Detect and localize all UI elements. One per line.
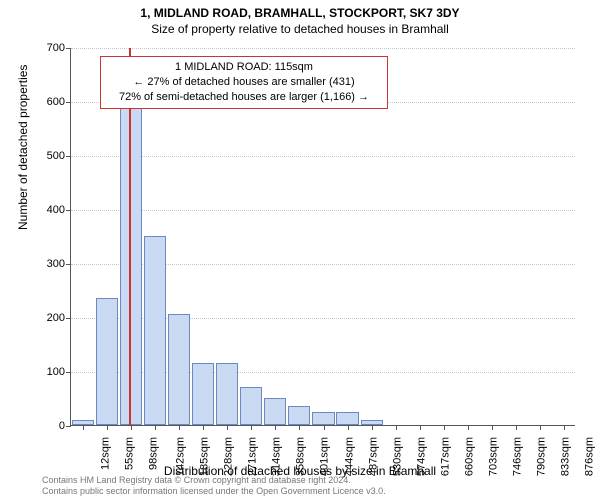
footer-line-2: Contains public sector information licen…	[42, 486, 386, 497]
x-tick	[131, 425, 132, 430]
y-tick-label: 700	[47, 42, 65, 54]
x-tick	[83, 425, 84, 430]
grid-line	[71, 48, 575, 49]
annotation-box: 1 MIDLAND ROAD: 115sqm← 27% of detached …	[100, 56, 388, 109]
annotation-line: 72% of semi-detached houses are larger (…	[107, 90, 381, 105]
bar	[336, 412, 358, 426]
y-tick	[66, 102, 71, 103]
bar	[288, 406, 310, 425]
x-tick	[516, 425, 517, 430]
x-tick	[107, 425, 108, 430]
y-tick	[66, 264, 71, 265]
bar	[168, 314, 190, 425]
y-tick	[66, 48, 71, 49]
footer-attribution: Contains HM Land Registry data © Crown c…	[42, 475, 386, 497]
page-subtitle: Size of property relative to detached ho…	[0, 22, 600, 36]
y-tick	[66, 156, 71, 157]
y-tick-label: 200	[47, 312, 65, 324]
x-tick	[203, 425, 204, 430]
x-tick	[564, 425, 565, 430]
x-tick	[540, 425, 541, 430]
grid-line	[71, 156, 575, 157]
x-tick	[155, 425, 156, 430]
x-tick	[324, 425, 325, 430]
y-tick-label: 300	[47, 258, 65, 270]
x-tick	[396, 425, 397, 430]
x-tick	[468, 425, 469, 430]
x-tick	[179, 425, 180, 430]
bar	[144, 236, 166, 425]
bar	[192, 363, 214, 425]
x-tick	[348, 425, 349, 430]
x-tick	[251, 425, 252, 430]
y-tick-label: 100	[47, 366, 65, 378]
bar	[96, 298, 118, 425]
y-tick-label: 0	[59, 420, 65, 432]
annotation-line: ← 27% of detached houses are smaller (43…	[107, 75, 381, 90]
grid-line	[71, 210, 575, 211]
x-tick	[299, 425, 300, 430]
x-tick	[492, 425, 493, 430]
x-tick	[372, 425, 373, 430]
bar	[216, 363, 238, 425]
footer-line-1: Contains HM Land Registry data © Crown c…	[42, 475, 386, 486]
y-tick-label: 400	[47, 204, 65, 216]
y-tick	[66, 426, 71, 427]
y-tick	[66, 210, 71, 211]
y-axis-label: Number of detached properties	[16, 65, 30, 230]
y-tick	[66, 372, 71, 373]
y-tick-label: 600	[47, 96, 65, 108]
x-tick	[275, 425, 276, 430]
x-tick	[227, 425, 228, 430]
annotation-line: 1 MIDLAND ROAD: 115sqm	[107, 60, 381, 75]
bar	[264, 398, 286, 425]
x-tick	[420, 425, 421, 430]
bar	[240, 387, 262, 425]
y-tick	[66, 318, 71, 319]
x-tick	[444, 425, 445, 430]
page-title: 1, MIDLAND ROAD, BRAMHALL, STOCKPORT, SK…	[0, 6, 600, 20]
y-tick-label: 500	[47, 150, 65, 162]
bar	[312, 412, 334, 426]
bar	[120, 90, 142, 425]
